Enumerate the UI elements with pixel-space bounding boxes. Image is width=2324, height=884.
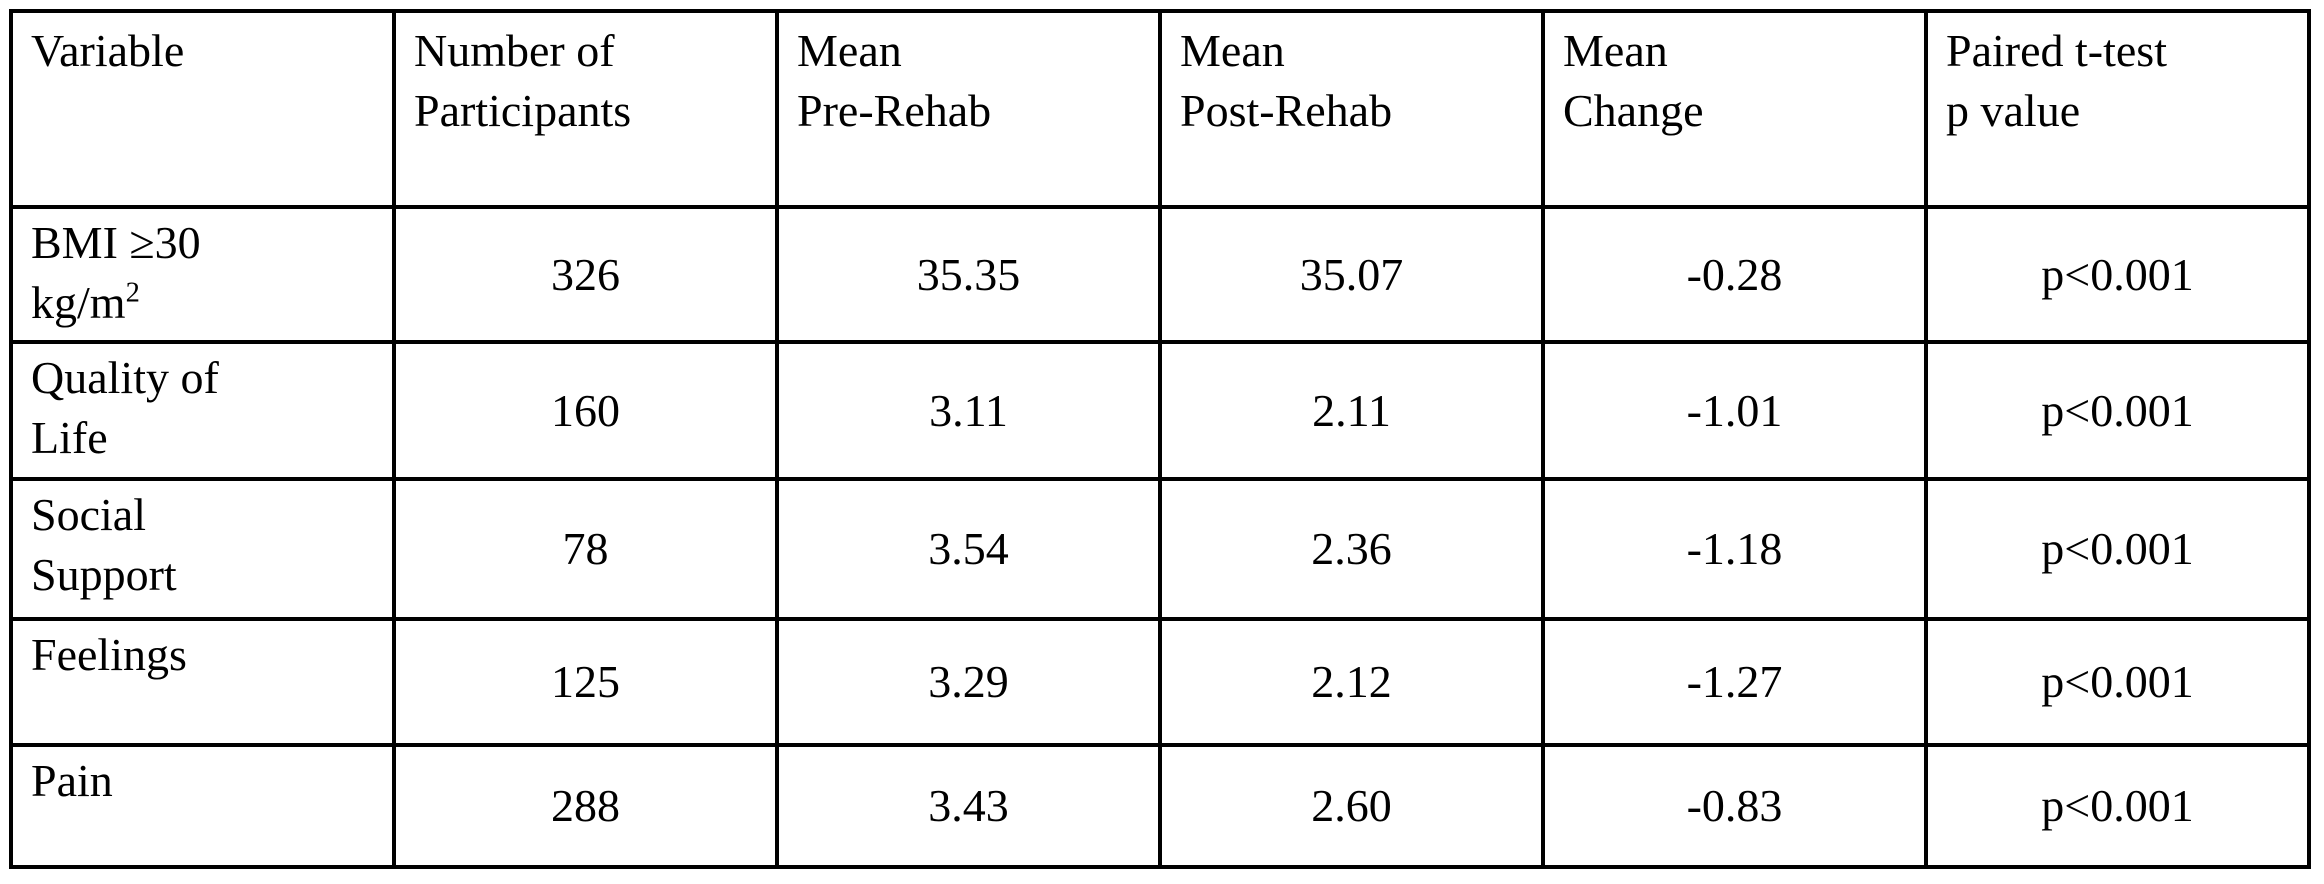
cell-mean-change: -1.18 [1541,477,1928,621]
table-row-social-support: Social Support 78 3.54 2.36 -1.18 p<0.00… [9,477,2311,621]
col-header-mean-change: Mean Change [1541,9,1928,209]
cell-mean-post-rehab: 2.11 [1158,340,1545,481]
cell-p-value: p<0.001 [1924,340,2311,481]
cell-variable: Social Support [9,477,396,621]
cell-mean-pre-rehab: 3.29 [775,617,1162,747]
cell-participants: 288 [392,743,779,869]
cell-participants: 78 [392,477,779,621]
table-row-quality-of-life: Quality of Life 160 3.11 2.11 -1.01 p<0.… [9,340,2311,481]
table-row-bmi: BMI ≥30 kg/m2 326 35.35 35.07 -0.28 p<0.… [9,205,2311,344]
cell-mean-pre-rehab: 3.43 [775,743,1162,869]
table-row-feelings: Feelings 125 3.29 2.12 -1.27 p<0.001 [9,617,2311,747]
cell-p-value: p<0.001 [1924,743,2311,869]
cell-mean-change: -1.01 [1541,340,1928,481]
cell-participants: 125 [392,617,779,747]
col-header-mean-post-rehab: Mean Post-Rehab [1158,9,1545,209]
cell-participants: 160 [392,340,779,481]
cell-variable: Pain [9,743,396,869]
cell-p-value: p<0.001 [1924,205,2311,344]
cell-mean-post-rehab: 35.07 [1158,205,1545,344]
table-row-pain: Pain 288 3.43 2.60 -0.83 p<0.001 [9,743,2311,869]
variable-label: Pain [31,755,113,806]
cell-mean-post-rehab: 2.36 [1158,477,1545,621]
header-row: Variable Number of Participants Mean Pre… [9,9,2311,209]
cell-mean-pre-rehab: 35.35 [775,205,1162,344]
cell-participants: 326 [392,205,779,344]
cell-variable: BMI ≥30 kg/m2 [9,205,396,344]
variable-label: Social Support [31,489,177,600]
results-table: Variable Number of Participants Mean Pre… [9,9,2311,869]
variable-label: Feelings [31,629,187,680]
variable-label: BMI ≥30 kg/m [31,217,201,328]
cell-mean-pre-rehab: 3.54 [775,477,1162,621]
cell-mean-post-rehab: 2.60 [1158,743,1545,869]
variable-label: Quality of Life [31,352,219,463]
cell-mean-post-rehab: 2.12 [1158,617,1545,747]
col-header-mean-pre-rehab: Mean Pre-Rehab [775,9,1162,209]
cell-mean-change: -0.28 [1541,205,1928,344]
variable-superscript: 2 [125,277,140,309]
col-header-variable: Variable [9,9,396,209]
cell-variable: Quality of Life [9,340,396,481]
cell-variable: Feelings [9,617,396,747]
col-header-participants: Number of Participants [392,9,779,209]
col-header-p-value: Paired t-test p value [1924,9,2311,209]
cell-mean-pre-rehab: 3.11 [775,340,1162,481]
cell-mean-change: -1.27 [1541,617,1928,747]
cell-mean-change: -0.83 [1541,743,1928,869]
cell-p-value: p<0.001 [1924,477,2311,621]
cell-p-value: p<0.001 [1924,617,2311,747]
